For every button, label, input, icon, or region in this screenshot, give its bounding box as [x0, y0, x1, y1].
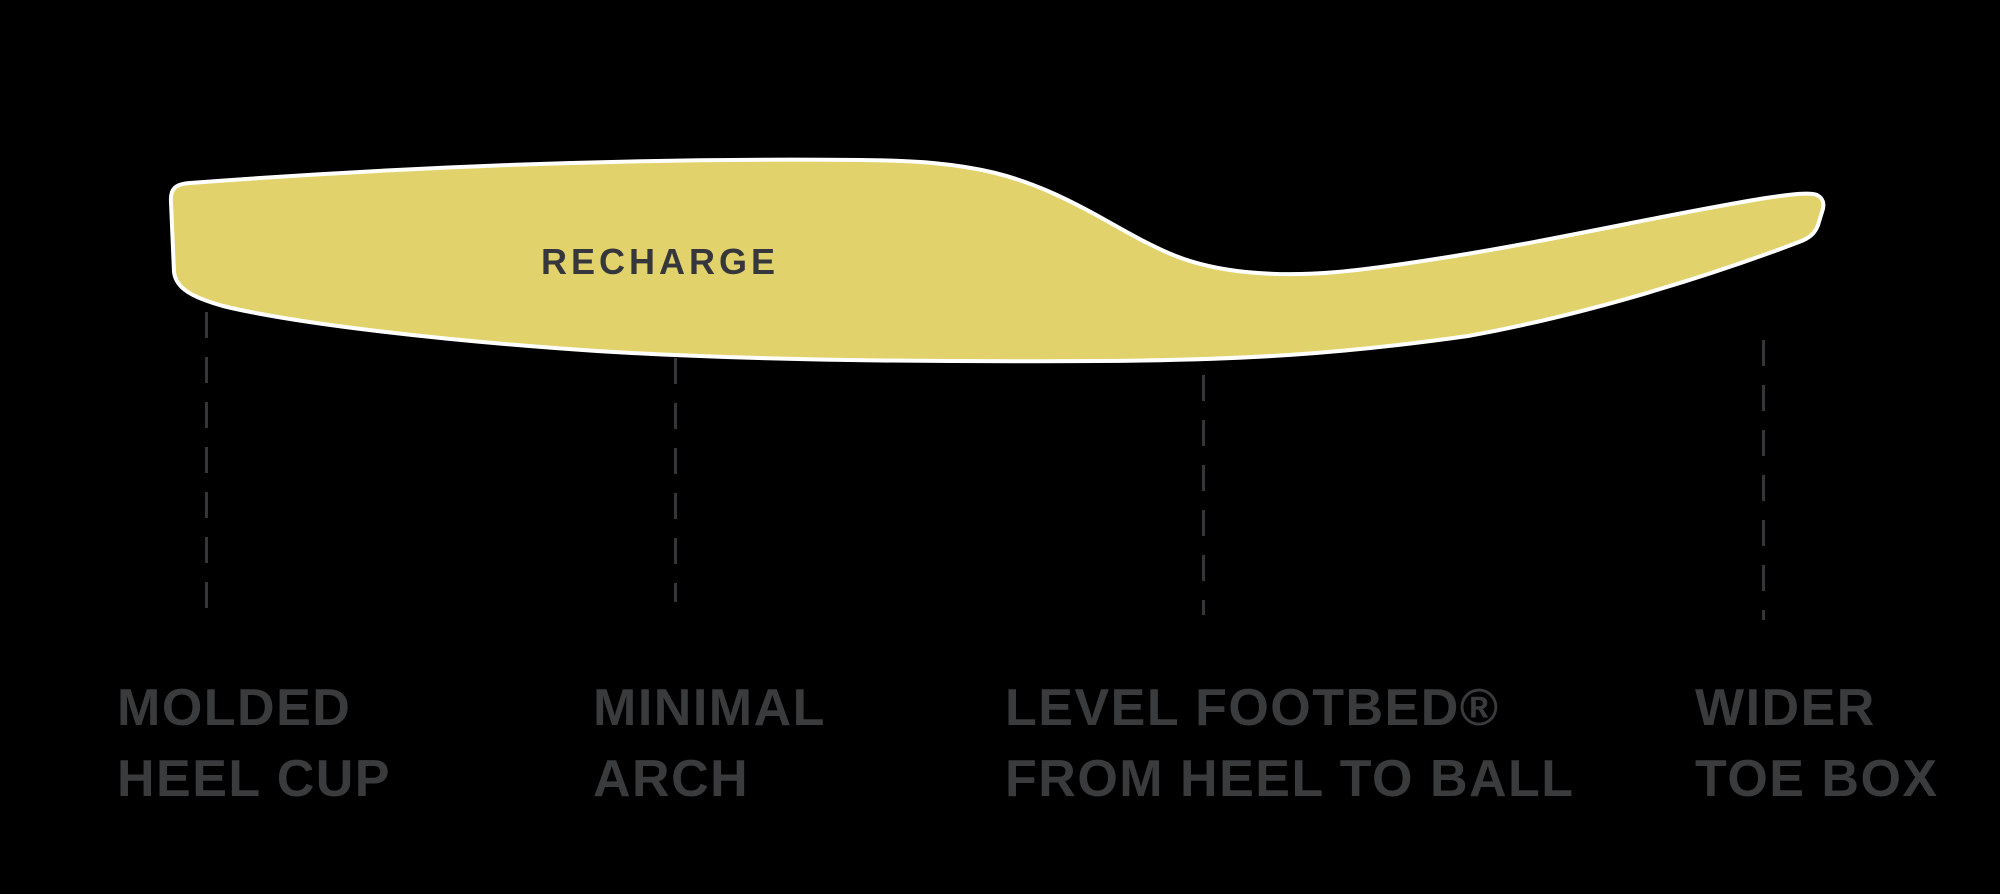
- callout-label-level-footbed: LEVEL FOOTBED® FROM HEEL TO BALL: [1005, 673, 1575, 815]
- callout-label-line: MOLDED: [117, 679, 352, 737]
- callout-label-molded-heel-cup: MOLDED HEEL CUP: [117, 673, 391, 815]
- callout-label-line: HEEL CUP: [117, 750, 391, 808]
- insole-outline: [168, 157, 1826, 364]
- callout-label-line: ARCH: [593, 750, 750, 808]
- callout-line-wider-toe-box: [1762, 340, 1765, 620]
- callout-line-molded-heel-cup: [205, 312, 208, 614]
- callout-line-minimal-arch: [674, 358, 677, 602]
- callout-label-line: FROM HEEL TO BALL: [1005, 750, 1575, 808]
- callout-line-level-footbed: [1202, 375, 1205, 615]
- callout-label-wider-toe-box: WIDER TOE BOX: [1695, 673, 1939, 815]
- callout-label-line: TOE BOX: [1695, 750, 1939, 808]
- callout-label-line: WIDER: [1695, 679, 1876, 737]
- callout-label-minimal-arch: MINIMAL ARCH: [593, 673, 826, 815]
- insole-brand-label: RECHARGE: [540, 241, 779, 282]
- callout-label-line: LEVEL FOOTBED®: [1005, 679, 1500, 737]
- callout-label-line: MINIMAL: [593, 679, 826, 737]
